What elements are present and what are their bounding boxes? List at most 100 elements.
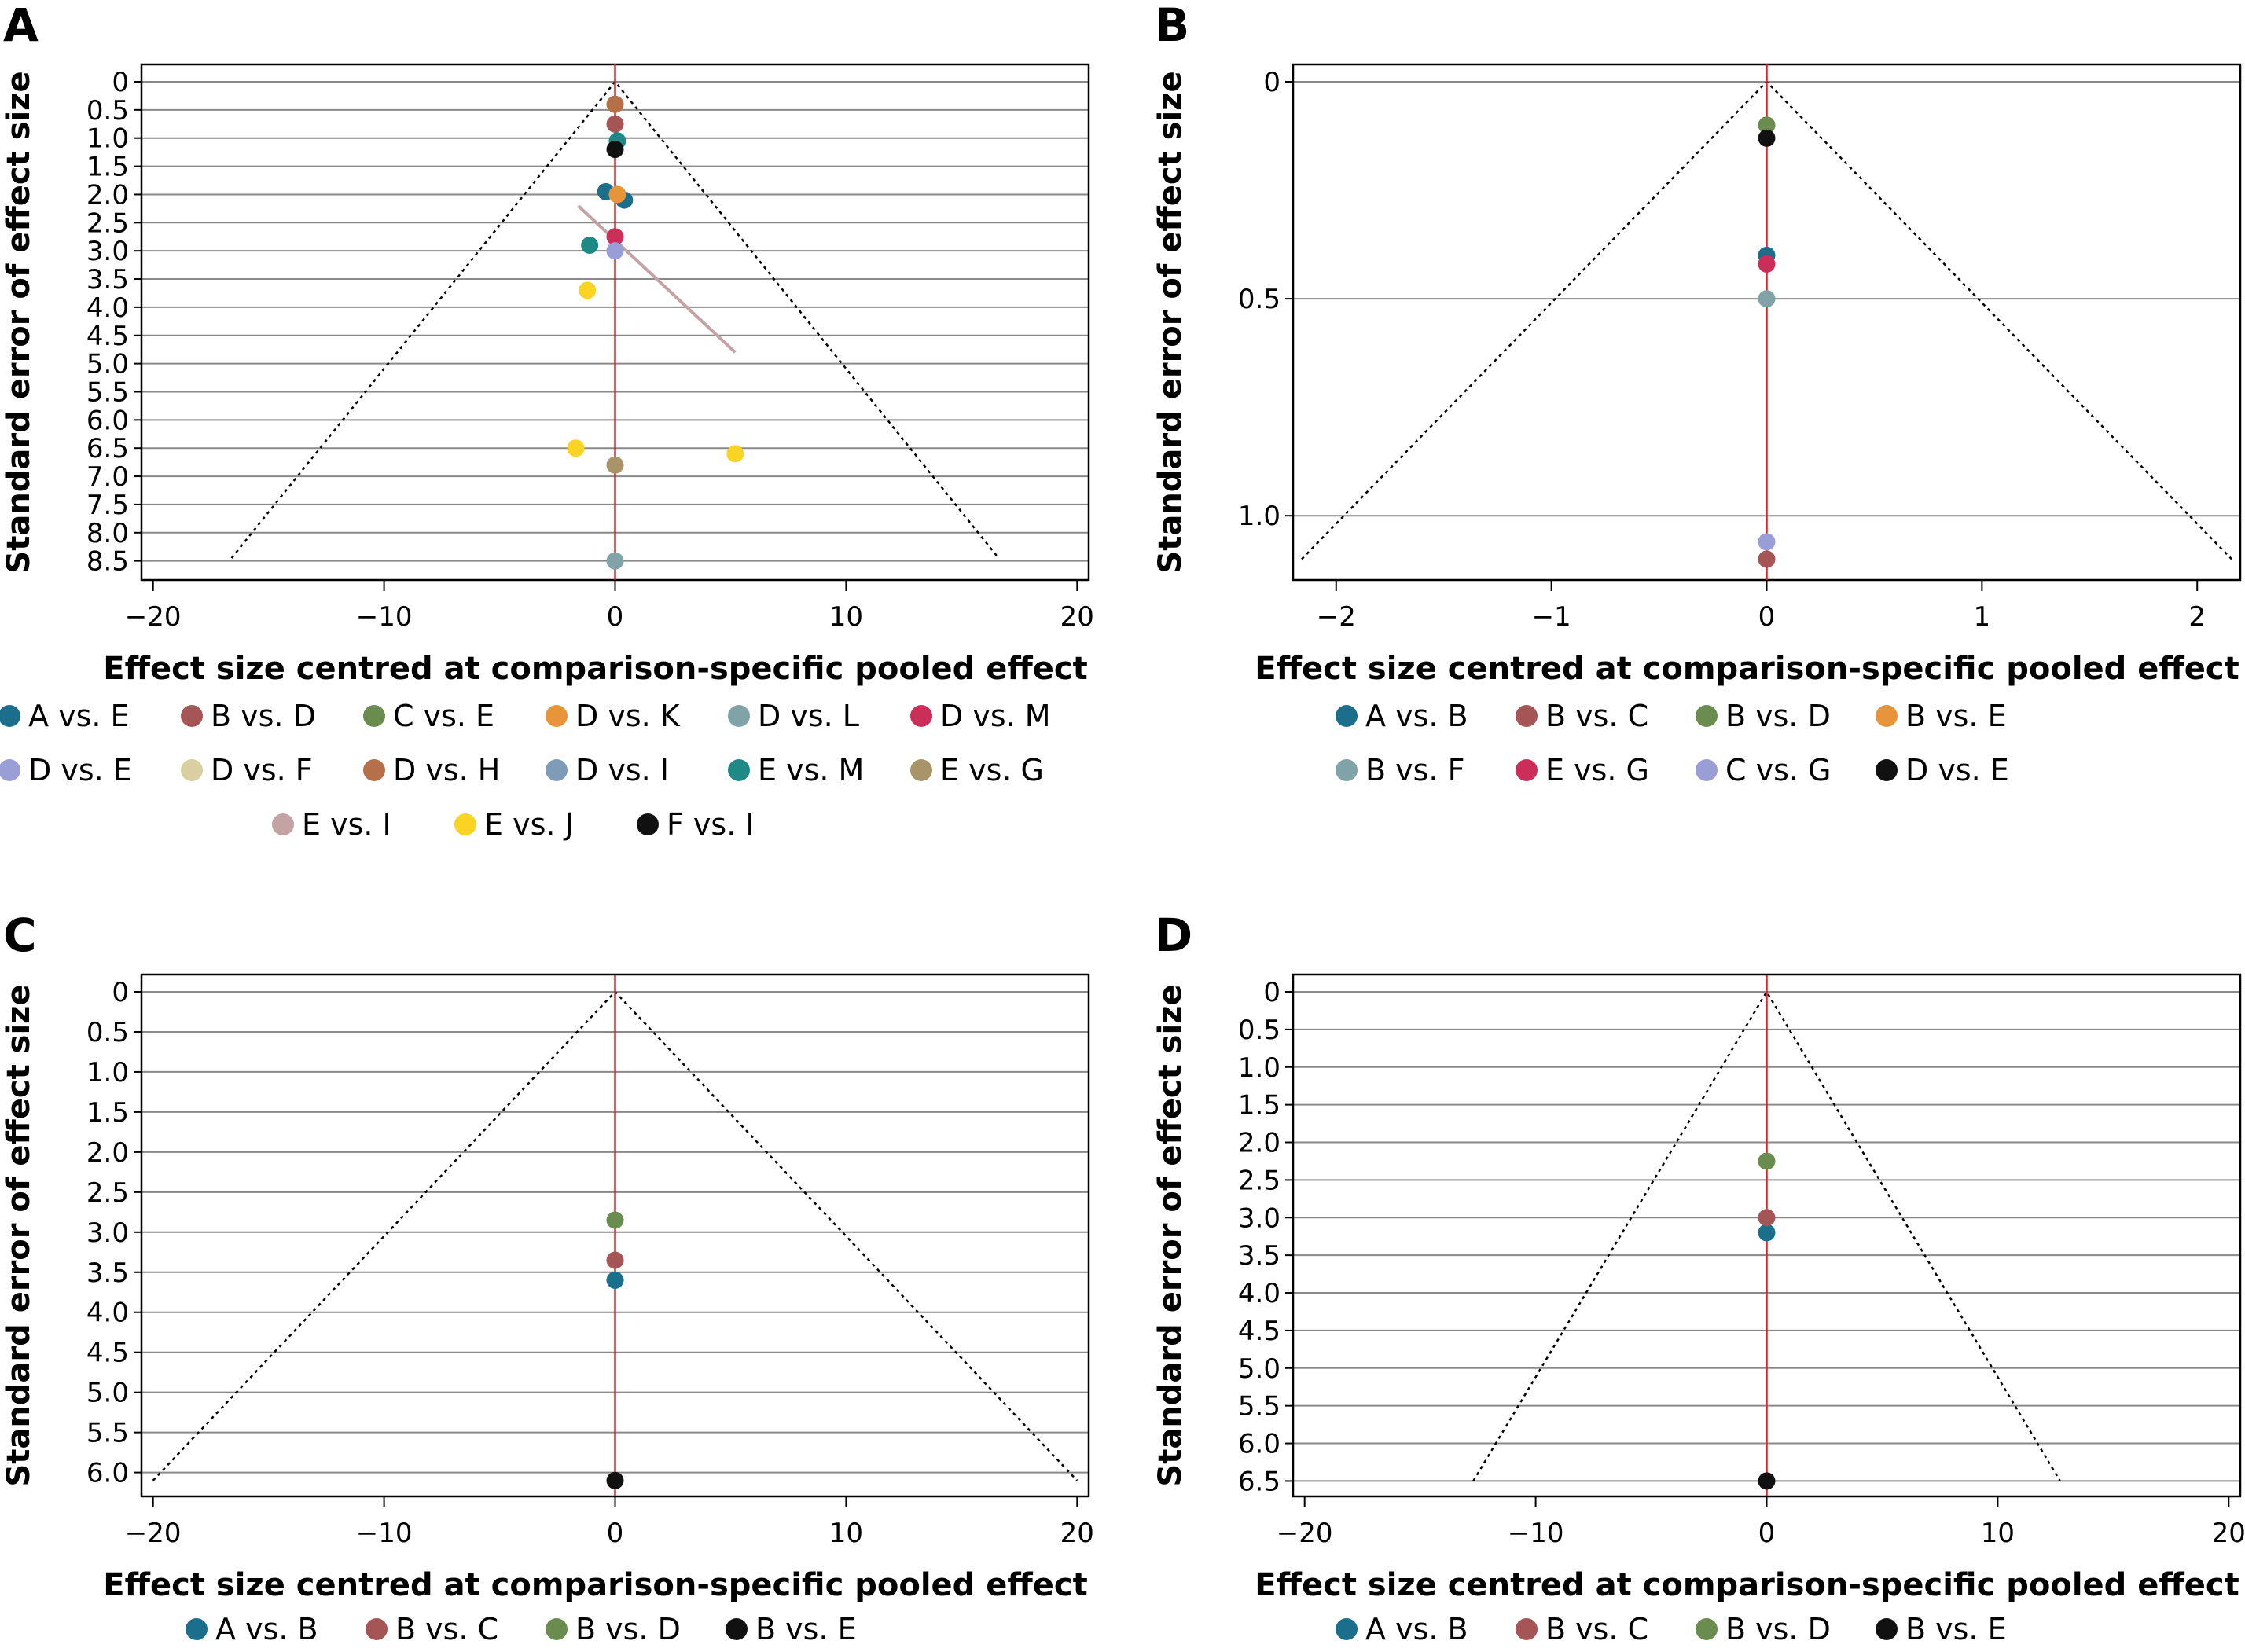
y-tick-label: 1.0 <box>86 1057 129 1088</box>
legend-marker <box>186 1618 208 1640</box>
legend-label: E vs. J <box>484 807 574 842</box>
x-tick-label: −10 <box>356 1518 413 1549</box>
panel-letter: A <box>3 0 39 52</box>
data-point <box>606 242 624 260</box>
x-tick-label: 1 <box>1974 601 1991 633</box>
y-tick-label: 4.5 <box>86 1338 129 1369</box>
legend-marker <box>546 1618 568 1640</box>
legend-marker <box>1876 759 1898 781</box>
y-tick-label: 3.5 <box>86 264 129 296</box>
data-point <box>606 1211 624 1229</box>
x-tick-label: 0 <box>1758 601 1776 633</box>
x-tick-label: 0 <box>607 601 624 633</box>
y-tick-label: 0.5 <box>86 1017 129 1048</box>
x-tick-label: 10 <box>829 1518 863 1549</box>
data-point <box>567 439 585 457</box>
legend-label: B vs. E <box>1905 699 2007 733</box>
legend-label: B vs. C <box>395 1612 498 1646</box>
x-tick-label: −20 <box>1277 1518 1333 1549</box>
data-point <box>606 228 624 246</box>
y-tick-label: 0 <box>1263 67 1280 98</box>
legend-label: A vs. E <box>28 699 130 733</box>
x-tick-label: 20 <box>1060 1518 1094 1549</box>
data-point <box>1758 1224 1776 1242</box>
legend-label: B vs. C <box>1545 1612 1648 1646</box>
legend-marker <box>0 759 20 781</box>
legend-label: D vs. F <box>211 753 313 787</box>
x-tick-label: −1 <box>1532 601 1571 633</box>
y-tick-label: 4.0 <box>86 292 129 324</box>
legend-label: E vs. I <box>302 807 391 842</box>
legend-label: A vs. B <box>1365 1612 1468 1646</box>
y-tick-label: 2.5 <box>86 1177 129 1209</box>
data-point <box>1758 255 1776 273</box>
legend-label: D vs. K <box>575 699 681 733</box>
legend-label: D vs. M <box>940 699 1051 733</box>
y-tick-label: 6.0 <box>1238 1429 1280 1460</box>
y-tick-label: 0 <box>112 977 129 1008</box>
x-tick-label: 10 <box>829 601 863 633</box>
legend-label: B vs. D <box>575 1612 681 1646</box>
data-point <box>608 185 626 204</box>
legend-marker <box>1336 1618 1358 1640</box>
data-point <box>1758 1152 1776 1170</box>
data-point <box>1758 550 1776 568</box>
x-tick-label: 10 <box>1981 1518 2015 1549</box>
legend-marker <box>910 759 932 781</box>
y-tick-label: 3.5 <box>86 1257 129 1289</box>
legend-marker <box>363 705 385 727</box>
y-axis-title: Standard error of effect size <box>1152 984 1189 1486</box>
data-point <box>606 95 624 113</box>
legend-marker <box>1696 759 1718 781</box>
x-axis-title: Effect size centred at comparison-specif… <box>103 1567 1087 1603</box>
panel-d: D 0 0.5 1.0 1.5 2.0 2.5 3.0 3.5 4.0 4.5 5.0 5.5 6.0 6.… <box>1152 909 2245 1646</box>
x-tick-label: −10 <box>356 601 413 633</box>
legend-label: B vs. E <box>1905 1612 2007 1646</box>
legend-marker <box>181 759 203 781</box>
legend-marker <box>1696 705 1718 727</box>
funnel-boundary <box>230 80 1000 559</box>
y-tick-label: 8.5 <box>86 546 129 578</box>
y-tick-label: 6.0 <box>86 405 129 436</box>
data-point <box>1758 1209 1776 1227</box>
legend-marker <box>272 813 294 835</box>
y-tick-label: 2.0 <box>1238 1128 1280 1159</box>
legend-marker <box>366 1618 388 1640</box>
y-tick-label: 2.5 <box>1238 1165 1280 1196</box>
data-point <box>606 115 624 133</box>
legend-label: A vs. B <box>215 1612 318 1646</box>
legend-label: E vs. M <box>758 753 864 787</box>
y-tick-label: 6.5 <box>1238 1466 1280 1497</box>
legend-label: D vs. E <box>28 753 132 787</box>
x-tick-label: 2 <box>2188 601 2206 633</box>
legend-label: D vs. I <box>575 753 669 787</box>
legend-marker <box>637 813 659 835</box>
x-axis-title: Effect size centred at comparison-specif… <box>1255 1567 2239 1603</box>
legend-label: F vs. I <box>667 807 755 842</box>
legend-label: B vs. E <box>755 1612 857 1646</box>
y-tick-label: 3.0 <box>86 236 129 267</box>
data-point <box>726 445 744 463</box>
legend-label: E vs. G <box>1545 753 1649 787</box>
data-point <box>581 237 599 254</box>
y-tick-label: 1.5 <box>86 152 129 183</box>
legend-marker <box>1696 1618 1718 1640</box>
data-point <box>606 1251 624 1269</box>
x-tick-label: 0 <box>607 1518 624 1549</box>
x-tick-label: −20 <box>125 1518 182 1549</box>
y-tick-label: 5.5 <box>86 1418 129 1449</box>
data-point <box>606 1471 624 1489</box>
y-tick-label: 4.5 <box>1238 1316 1280 1347</box>
y-tick-label: 1.0 <box>1238 501 1280 532</box>
x-tick-label: 20 <box>1060 601 1094 633</box>
data-point <box>1758 290 1776 308</box>
legend-label: B vs. D <box>211 699 316 733</box>
legend-marker <box>1876 1618 1898 1640</box>
x-tick-label: 20 <box>2212 1518 2245 1549</box>
legend-label: E vs. G <box>940 753 1044 787</box>
legend-label: B vs. F <box>1365 753 1464 787</box>
panel-a: A00.51.01.52.02.53.03.54.04.55.05.56.06.… <box>0 0 1094 842</box>
panel-letter: C <box>3 909 37 962</box>
y-tick-label: 2.0 <box>86 1137 129 1169</box>
legend-label: D vs. L <box>758 699 859 733</box>
